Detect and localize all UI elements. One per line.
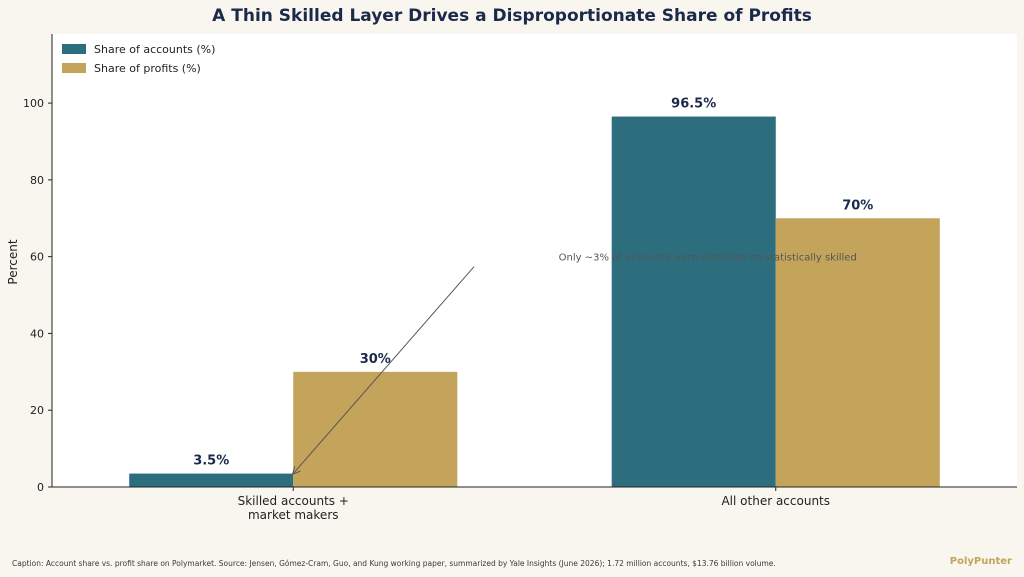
chart-title: A Thin Skilled Layer Drives a Disproport…	[212, 6, 812, 26]
brand-label: PolyPunter	[949, 556, 1012, 567]
y-tick-label: 0	[37, 481, 44, 494]
bar-0-0	[129, 473, 294, 487]
y-axis-label: Percent	[6, 239, 20, 284]
y-tick-label: 100	[23, 97, 44, 110]
x-tick-label: Skilled accounts +	[238, 494, 349, 508]
y-tick-label: 80	[30, 174, 44, 187]
data-label: 70%	[842, 198, 873, 213]
bar-1-0	[293, 371, 458, 487]
annotation-text: Only ~3% of accounts were classified as …	[559, 253, 857, 264]
x-tick-label: All other accounts	[721, 494, 830, 508]
data-label: 96.5%	[671, 97, 716, 112]
y-tick-label: 60	[30, 251, 44, 264]
bar-0-1	[611, 116, 776, 487]
legend-swatch	[62, 63, 86, 73]
legend-label: Share of profits (%)	[94, 62, 201, 75]
legend-swatch	[62, 44, 86, 54]
bar-1-1	[775, 218, 940, 487]
y-tick-label: 40	[30, 327, 44, 340]
data-label: 3.5%	[193, 454, 229, 469]
caption: Caption: Account share vs. profit share …	[12, 559, 776, 568]
annotation-arrow	[293, 266, 475, 474]
y-tick-label: 20	[30, 404, 44, 417]
legend-label: Share of accounts (%)	[94, 43, 215, 56]
x-tick-label: market makers	[248, 508, 339, 522]
data-label: 30%	[360, 352, 391, 367]
